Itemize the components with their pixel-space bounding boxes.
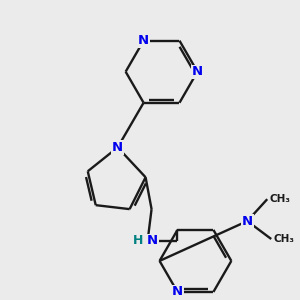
Text: N: N [138,34,149,47]
Text: H: H [132,235,143,248]
Text: N: N [192,65,203,78]
Text: N: N [112,141,123,154]
Text: CH₃: CH₃ [273,234,294,244]
Text: N: N [147,235,158,248]
Text: N: N [242,214,253,228]
Text: CH₃: CH₃ [269,194,290,204]
Text: N: N [172,286,183,298]
